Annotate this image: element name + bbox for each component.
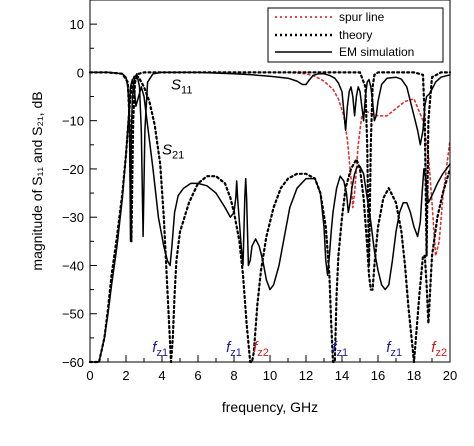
series-em-simulation-s21 [89, 78, 451, 363]
y-tick-label: −60 [62, 355, 84, 370]
y-tick-label: −10 [62, 114, 84, 129]
y-tick-label: 0 [77, 65, 84, 80]
curve-label: S11 [171, 76, 192, 96]
x-tick-label: 14 [335, 368, 349, 383]
series-em-simulation-s11 [89, 71, 451, 243]
x-tick-label: 0 [86, 368, 93, 383]
zero-marker-label: fz2 [253, 339, 269, 359]
y-axis-label: magnitude of S₁₁ and S₂₁, dB [29, 91, 45, 270]
x-tick-label: 2 [122, 368, 129, 383]
y-tick-label: −50 [62, 307, 84, 322]
x-tick-label: 16 [371, 368, 385, 383]
x-tick-label: 6 [194, 368, 201, 383]
zero-marker-label: fz1 [226, 339, 242, 359]
legend-label-em-simulation: EM simulation [339, 45, 414, 59]
y-tick-label: −40 [62, 258, 84, 273]
x-tick-label: 20 [443, 368, 457, 383]
y-tick-label: −20 [62, 162, 84, 177]
x-tick-label: 8 [230, 368, 237, 383]
x-tick-label: 18 [407, 368, 421, 383]
x-tick-label: 12 [299, 368, 313, 383]
zero-marker-label: fz1 [386, 339, 402, 359]
legend-label-spur-line: spur line [339, 10, 385, 24]
series-spur-line [287, 71, 451, 257]
x-axis-label: frequency, GHz [222, 399, 318, 415]
y-tick-label: −30 [62, 210, 84, 225]
series-theory [88, 74, 452, 364]
y-tick-label: 10 [70, 17, 84, 32]
legend-box [267, 7, 444, 63]
x-tick-label: 4 [158, 368, 165, 383]
zero-marker-label: fz2 [431, 339, 447, 359]
zero-marker-label: fz1 [152, 339, 168, 359]
legend: spur line theory EM simulation [267, 7, 444, 63]
zero-markers: fz1 fz1 fz2 fz1 fz1 fz2 [152, 339, 447, 359]
curve-labels: S11 S21 [162, 76, 192, 161]
plot-lines [88, 71, 452, 364]
legend-label-theory: theory [339, 28, 372, 42]
curve-label: S21 [162, 141, 184, 161]
x-tick-label: 10 [263, 368, 277, 383]
axis-ticks: 0 2 4 6 8 10 12 14 16 18 20 10 0 −10 −20 −30 −40 −50 −60 [62, 0, 457, 383]
